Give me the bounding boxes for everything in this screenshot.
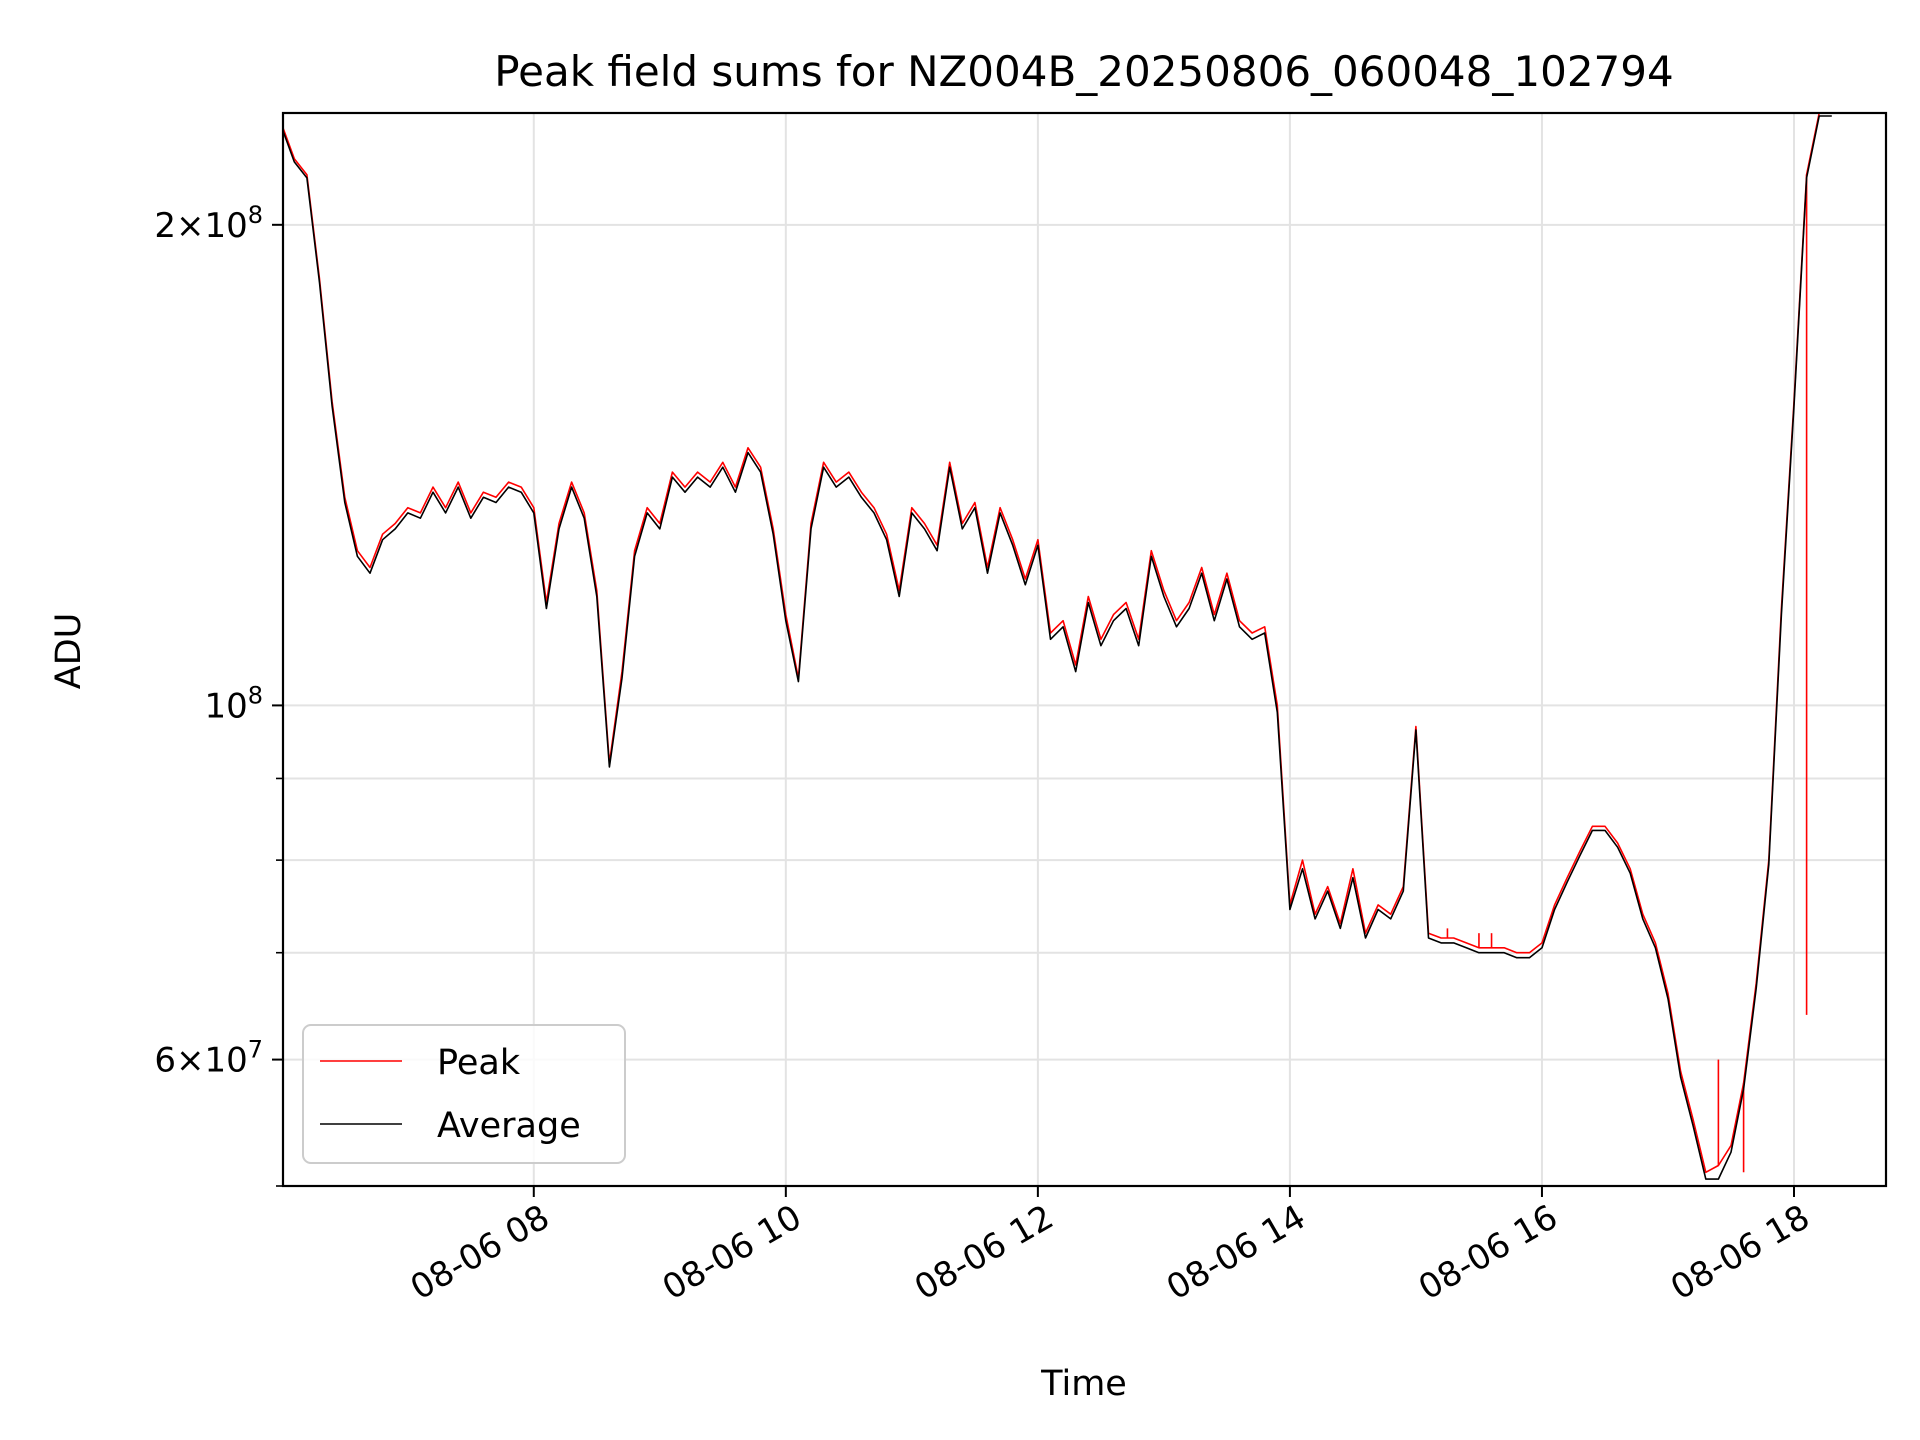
legend-label-average: Average	[437, 1106, 581, 1146]
legend-label-peak: Peak	[437, 1043, 521, 1083]
plot-frame	[281, 111, 1888, 1188]
y-axis-label: ADU	[49, 613, 89, 690]
legend: Peak Average	[302, 1024, 626, 1164]
y-tick-label: 108	[204, 681, 263, 726]
y-tick-label: 2×108	[154, 201, 263, 246]
y-tick-label: 6×107	[154, 1036, 263, 1081]
legend-box	[302, 1024, 626, 1164]
x-axis-label: Time	[1040, 1364, 1127, 1404]
grid	[283, 113, 1886, 1187]
series-layer	[282, 112, 1832, 1180]
chart-title: Peak field sums for NZ004B_20250806_0600…	[494, 47, 1673, 96]
series-line-average	[282, 115, 1832, 1180]
